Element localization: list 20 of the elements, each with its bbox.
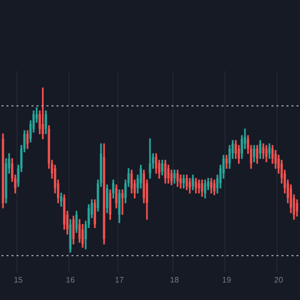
- x-tick-label: 16: [66, 275, 76, 284]
- candlestick: [42, 87, 44, 140]
- candlestick: [213, 180, 216, 196]
- x-tick-label: 15: [14, 275, 24, 284]
- candlestick: [210, 178, 212, 194]
- candlestick: [60, 192, 62, 207]
- candlestick: [109, 189, 112, 220]
- candlestick: [259, 140, 262, 159]
- candlestick: [161, 160, 164, 176]
- candlestick: [164, 160, 166, 184]
- candlestick: [256, 145, 258, 164]
- candlestick: [186, 174, 188, 190]
- x-tick-label: 18: [170, 275, 180, 284]
- candlestick: [182, 174, 185, 188]
- x-tick-label: 20: [274, 275, 284, 284]
- x-tick-label: 17: [114, 275, 124, 284]
- candlestick: [112, 180, 114, 198]
- candlestick: [188, 178, 191, 194]
- candlestick: [115, 184, 118, 208]
- x-tick-label: 19: [222, 275, 232, 284]
